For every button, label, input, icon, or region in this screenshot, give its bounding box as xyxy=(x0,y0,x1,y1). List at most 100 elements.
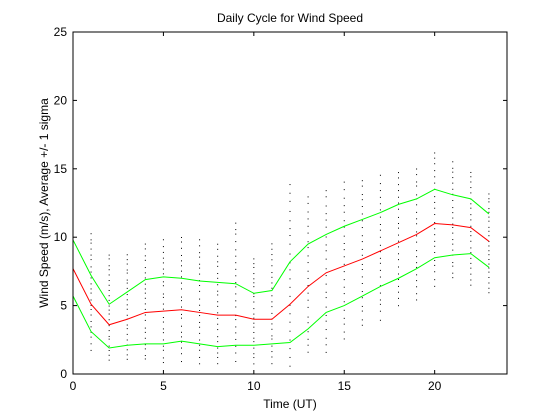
observation-point xyxy=(144,243,146,245)
observation-point xyxy=(470,240,472,242)
observation-point xyxy=(199,332,201,334)
observation-point xyxy=(488,254,490,256)
observation-point xyxy=(470,207,472,209)
observation-point xyxy=(398,202,399,204)
observation-point xyxy=(379,292,381,294)
observation-point xyxy=(416,181,418,183)
observation-point xyxy=(162,262,164,264)
observation-point xyxy=(361,199,363,201)
observation-point xyxy=(181,325,182,327)
observation-point xyxy=(144,277,146,279)
observation-point xyxy=(470,192,472,194)
observation-point xyxy=(434,152,436,154)
observation-point xyxy=(398,223,399,225)
observation-point xyxy=(181,276,182,278)
observation-point xyxy=(343,338,345,340)
observation-point xyxy=(126,254,128,256)
observation-point xyxy=(343,271,345,273)
observation-point xyxy=(144,308,146,310)
observation-point xyxy=(434,157,436,159)
observation-point xyxy=(307,316,309,318)
observation-point xyxy=(235,229,237,231)
observation-point xyxy=(108,325,110,327)
observation-point xyxy=(253,317,255,319)
observation-point xyxy=(162,239,164,241)
observation-point xyxy=(325,250,327,252)
observation-point xyxy=(271,335,273,337)
observation-point xyxy=(181,282,182,284)
observation-point xyxy=(90,248,92,250)
observation-point xyxy=(90,304,92,306)
observation-point xyxy=(452,188,454,190)
observation-point xyxy=(488,201,490,203)
observation-point xyxy=(488,220,490,222)
observation-point xyxy=(325,190,327,192)
observation-point xyxy=(217,277,219,279)
observation-point xyxy=(162,345,164,347)
observation-point xyxy=(90,288,92,290)
observation-point xyxy=(217,336,219,338)
observation-point xyxy=(253,282,255,284)
observation-point xyxy=(325,258,327,260)
observation-point xyxy=(325,213,327,215)
observation-point xyxy=(325,320,327,322)
observation-point xyxy=(126,287,128,289)
observation-point xyxy=(289,262,291,264)
observation-point xyxy=(108,295,110,297)
observation-point xyxy=(181,265,182,267)
observation-point xyxy=(162,328,164,330)
observation-point xyxy=(90,349,92,351)
y-tick-label: 10 xyxy=(54,230,68,244)
observation-point xyxy=(144,248,146,250)
observation-point xyxy=(343,309,345,311)
observation-point xyxy=(307,247,309,249)
observation-point xyxy=(235,338,237,340)
observation-point xyxy=(325,205,327,207)
observation-point xyxy=(108,313,110,315)
observation-point xyxy=(307,277,309,279)
chart-title: Daily Cycle for Wind Speed xyxy=(217,11,363,25)
observation-point xyxy=(235,332,237,334)
observation-point xyxy=(434,259,436,261)
observation-point xyxy=(434,222,436,224)
observation-point xyxy=(126,349,128,351)
observation-point xyxy=(144,344,146,346)
observation-point xyxy=(108,338,110,340)
observation-point xyxy=(126,314,128,316)
observation-point xyxy=(416,256,418,258)
observation-point xyxy=(108,319,110,321)
observation-point xyxy=(199,326,201,328)
observation-point xyxy=(126,333,128,335)
observation-point xyxy=(416,204,418,206)
x-tick-label: 5 xyxy=(160,379,167,393)
observation-point xyxy=(217,305,219,307)
observation-point xyxy=(325,314,327,316)
observation-point xyxy=(452,243,454,245)
observation-point xyxy=(199,290,201,292)
y-tick-label: 20 xyxy=(54,93,68,107)
observation-point xyxy=(416,293,418,295)
observation-point xyxy=(235,241,237,243)
observation-point xyxy=(235,275,237,277)
observation-point xyxy=(379,236,381,238)
observation-point xyxy=(144,319,146,321)
observation-point xyxy=(325,329,327,331)
x-axis-label: Time (UT) xyxy=(263,397,317,411)
observation-point xyxy=(199,256,201,258)
observation-point xyxy=(108,330,110,332)
observation-point xyxy=(398,227,399,229)
observation-point xyxy=(379,216,381,218)
observation-point xyxy=(289,365,291,367)
observation-point xyxy=(452,207,454,209)
observation-point xyxy=(361,282,363,284)
observation-point xyxy=(90,233,92,235)
observation-point xyxy=(90,314,92,316)
observation-point xyxy=(289,313,291,315)
observation-point xyxy=(343,205,345,207)
observation-point xyxy=(181,313,182,315)
observation-point xyxy=(144,255,146,257)
observation-point xyxy=(398,240,399,242)
observation-point xyxy=(379,251,381,253)
observation-point xyxy=(108,345,110,347)
observation-point xyxy=(199,363,201,365)
